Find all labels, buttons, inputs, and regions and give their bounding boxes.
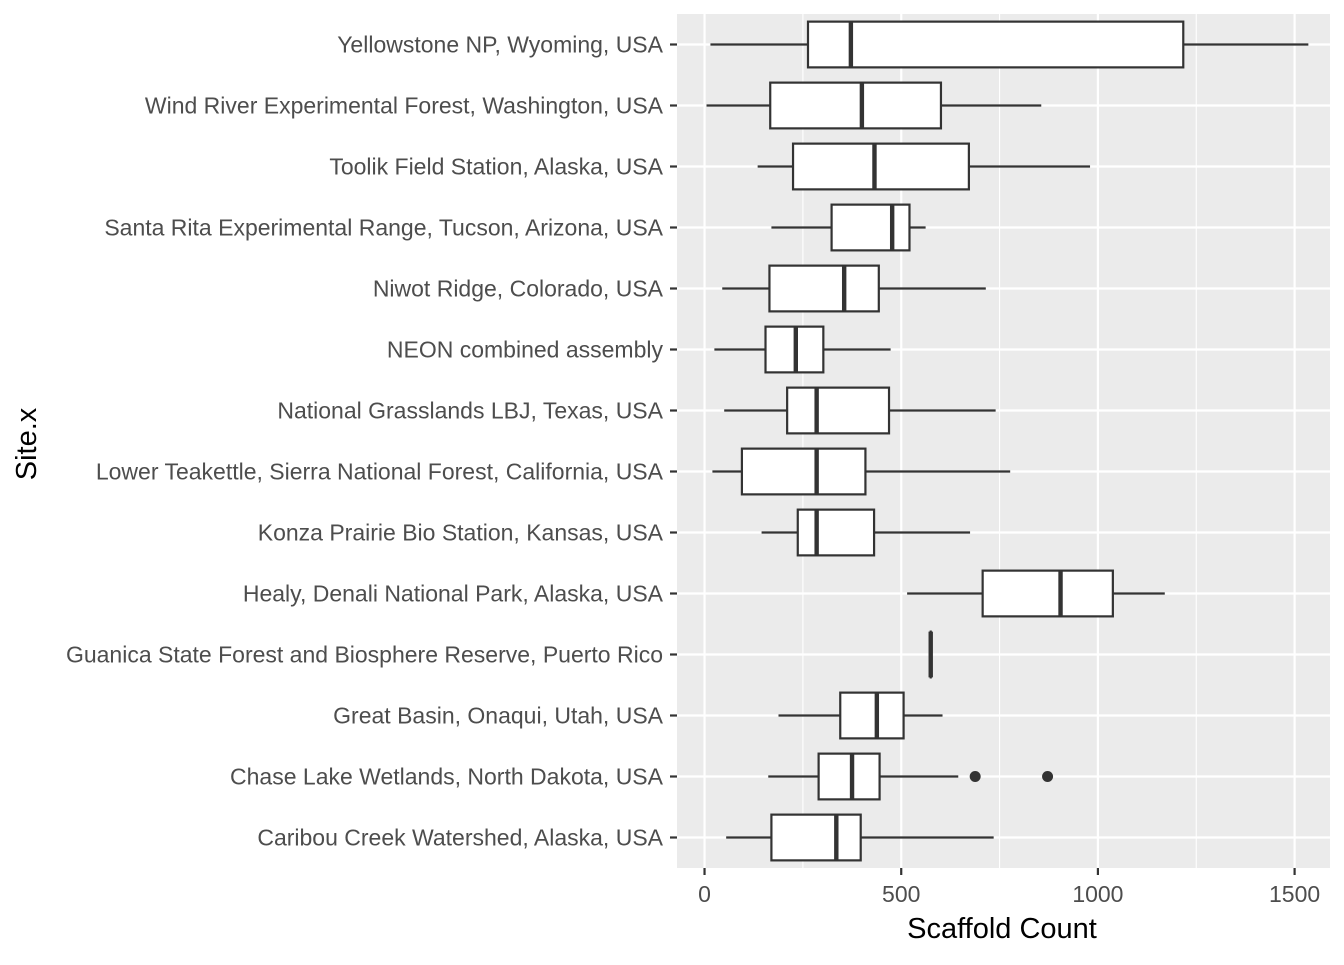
outlier-point bbox=[970, 771, 981, 782]
plot-panel bbox=[677, 14, 1330, 868]
x-tick-label: 500 bbox=[882, 881, 920, 907]
box bbox=[787, 388, 889, 434]
y-tick-label: Guanica State Forest and Biosphere Reser… bbox=[66, 642, 663, 668]
y-axis-title: Site.x bbox=[11, 407, 43, 480]
x-tick-label: 1000 bbox=[1072, 881, 1123, 907]
y-tick-label: Niwot Ridge, Colorado, USA bbox=[373, 276, 664, 302]
box bbox=[983, 571, 1113, 617]
outlier-point bbox=[1042, 771, 1053, 782]
y-tick-label: Toolik Field Station, Alaska, USA bbox=[329, 154, 663, 180]
box bbox=[808, 22, 1183, 68]
y-tick-label: Healy, Denali National Park, Alaska, USA bbox=[243, 581, 664, 607]
y-tick-label: Wind River Experimental Forest, Washingt… bbox=[145, 93, 664, 119]
y-tick-label: National Grasslands LBJ, Texas, USA bbox=[277, 398, 663, 424]
panel-background bbox=[677, 14, 1330, 868]
x-tick-label: 1500 bbox=[1269, 881, 1320, 907]
y-tick-label: Great Basin, Onaqui, Utah, USA bbox=[333, 703, 663, 729]
y-tick-label: Konza Prairie Bio Station, Kansas, USA bbox=[258, 520, 664, 546]
y-tick-label: Chase Lake Wetlands, North Dakota, USA bbox=[230, 764, 664, 790]
x-axis-title: Scaffold Count bbox=[907, 913, 1097, 945]
box bbox=[770, 83, 941, 129]
box bbox=[742, 449, 866, 495]
y-tick-label: Lower Teakettle, Sierra National Forest,… bbox=[96, 459, 664, 485]
x-tick-label: 0 bbox=[698, 881, 711, 907]
box bbox=[769, 266, 878, 312]
box bbox=[771, 815, 860, 861]
y-tick-label: Santa Rita Experimental Range, Tucson, A… bbox=[104, 215, 663, 241]
box bbox=[840, 693, 903, 739]
y-tick-label: Yellowstone NP, Wyoming, USA bbox=[337, 32, 663, 58]
box bbox=[793, 144, 969, 190]
box bbox=[832, 205, 910, 251]
box bbox=[819, 754, 880, 800]
y-tick-label: NEON combined assembly bbox=[387, 337, 664, 363]
box bbox=[798, 510, 874, 556]
y-tick-label: Caribou Creek Watershed, Alaska, USA bbox=[257, 825, 663, 851]
